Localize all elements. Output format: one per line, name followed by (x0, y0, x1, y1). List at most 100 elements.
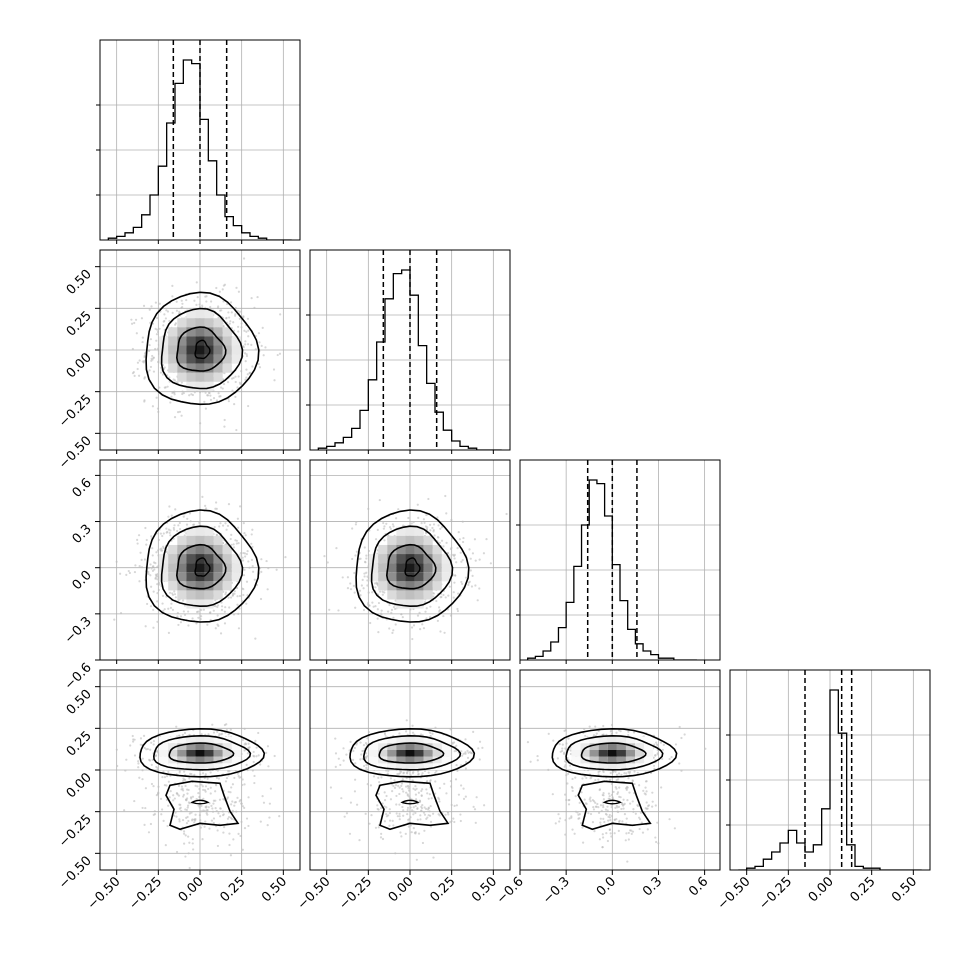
density-cell (213, 572, 223, 582)
sample-point (152, 785, 155, 788)
sample-point (152, 740, 156, 743)
sample-point (460, 784, 463, 787)
sample-point (132, 740, 135, 743)
density-cell (204, 336, 214, 346)
density-cell (414, 750, 424, 757)
sample-point (383, 731, 386, 735)
sample-point (430, 797, 433, 800)
density-cell (396, 590, 406, 600)
sample-point (422, 518, 425, 521)
sample-point (155, 333, 159, 336)
sample-point (210, 819, 214, 822)
sample-point (459, 819, 462, 823)
density-cell (204, 554, 214, 564)
density-cell (222, 336, 232, 346)
density-cell (414, 736, 424, 744)
sample-point (454, 574, 457, 577)
density-cell (204, 372, 214, 382)
sample-point (450, 803, 453, 807)
sample-point (175, 850, 179, 854)
sample-point (367, 565, 370, 568)
sample-point (141, 336, 144, 339)
density-cell (423, 572, 433, 582)
sample-point (365, 743, 369, 746)
sample-point (237, 775, 240, 778)
sample-point (152, 743, 155, 746)
sample-point (423, 829, 426, 832)
sample-point (422, 811, 426, 814)
sample-point (427, 797, 430, 800)
sample-point (244, 378, 247, 381)
sample-point (393, 779, 396, 782)
density-cell (177, 554, 187, 564)
sample-point (228, 322, 231, 325)
sample-point (456, 609, 460, 613)
sample-point (260, 558, 263, 561)
sample-point (367, 604, 370, 607)
sample-point (418, 611, 421, 614)
density-cell (177, 763, 187, 770)
sample-point (367, 730, 371, 734)
sample-point (178, 803, 181, 806)
sample-point (461, 582, 464, 585)
sample-point (171, 311, 174, 314)
sample-point (360, 753, 363, 756)
sample-point (185, 822, 189, 825)
sample-point (151, 547, 154, 550)
contour-middle (370, 525, 454, 608)
density-cell (213, 736, 223, 744)
sample-point (137, 762, 140, 765)
sample-point (335, 547, 338, 550)
density-cell (441, 736, 451, 744)
sample-point (259, 820, 262, 823)
sample-point (167, 631, 171, 634)
sample-point (231, 783, 235, 786)
sample-point (127, 569, 130, 573)
density-cell (195, 590, 205, 600)
sample-point (209, 394, 212, 397)
density-cell (213, 544, 223, 555)
sample-point (184, 798, 188, 801)
sample-point (388, 824, 391, 827)
sample-point (421, 841, 425, 845)
sample-point (406, 806, 410, 809)
sample-point (241, 556, 244, 559)
sample-point (137, 534, 141, 537)
sample-point (224, 522, 227, 525)
sample-point (473, 538, 477, 541)
sample-point (164, 386, 167, 389)
sample-point (229, 791, 232, 794)
sample-point (250, 542, 253, 545)
sample-point (150, 535, 153, 538)
density-cell (159, 354, 169, 364)
sample-point (424, 807, 428, 810)
sample-point (162, 819, 165, 822)
density-cell (423, 736, 433, 744)
sample-point (204, 504, 207, 507)
sample-point (383, 791, 386, 794)
sample-point (173, 379, 177, 382)
density-cell (159, 736, 169, 744)
sample-point (232, 838, 235, 841)
sample-point (171, 608, 175, 611)
sample-point (176, 611, 179, 615)
sample-point (165, 775, 169, 778)
sample-point (474, 584, 477, 587)
density-cell (423, 590, 433, 600)
density-cell (186, 763, 196, 770)
sample-point (420, 522, 423, 525)
sample-point (406, 770, 409, 773)
sample-point (229, 320, 232, 323)
sample-point (133, 799, 136, 803)
sample-point (377, 792, 380, 795)
sample-point (411, 731, 415, 734)
density-cell (213, 327, 223, 337)
sample-point (216, 605, 219, 609)
sample-point (438, 609, 442, 612)
density-cell (159, 563, 169, 573)
sample-point (449, 614, 453, 617)
sample-point (161, 373, 165, 376)
sample-point (342, 747, 345, 750)
sample-point (142, 304, 146, 307)
sample-point (161, 776, 164, 779)
